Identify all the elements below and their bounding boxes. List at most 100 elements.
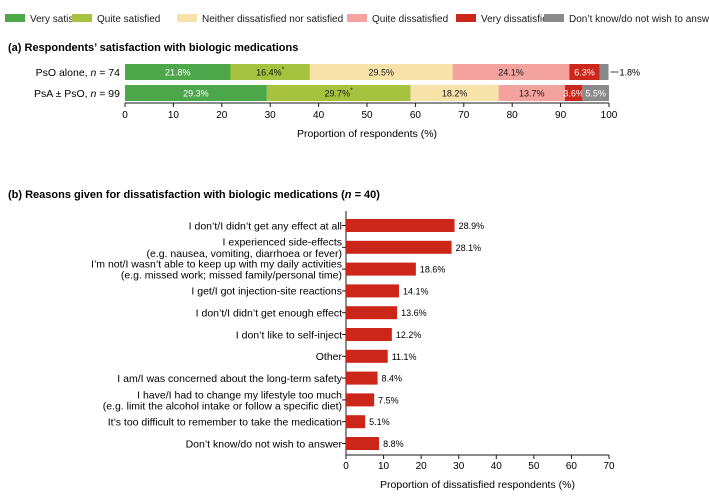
bar — [346, 415, 366, 429]
data-label: 8.8% — [383, 439, 404, 449]
bar — [346, 437, 380, 450]
legend-swatch — [544, 14, 564, 22]
category-label: I get/I got injection-site reactions — [191, 286, 342, 298]
category-label: I experienced side-effects — [223, 237, 342, 249]
data-label: 5.5% — [585, 89, 606, 99]
category-label: I’m not/I wasn’t able to keep up with my… — [91, 259, 342, 271]
legend-swatch — [177, 14, 197, 22]
data-label: 14.1% — [403, 286, 429, 296]
data-label: 29.3% — [183, 89, 209, 99]
bar — [346, 306, 398, 320]
data-label: 13.7% — [519, 89, 545, 99]
x-tick-label: 100 — [601, 110, 618, 121]
bar — [346, 284, 399, 298]
x-tick-label: 70 — [458, 110, 470, 121]
x-tick-label: 50 — [361, 110, 373, 121]
category-label: PsO alone, n = 74 — [36, 67, 121, 79]
category-label: I don’t like to self-inject — [236, 329, 342, 341]
data-label: 18.2% — [442, 89, 468, 99]
stacked-bar-segment — [125, 64, 231, 80]
x-tick-label: 20 — [416, 461, 428, 472]
data-label: 7.5% — [378, 395, 399, 405]
x-tick-label: 70 — [603, 461, 615, 472]
category-label: It’s too difficult to remember to take t… — [108, 417, 342, 429]
stacked-bar-segment — [230, 64, 310, 80]
category-label: I don’t/I didn’t get enough effect — [196, 308, 342, 320]
stacked-bar-segment — [569, 64, 600, 80]
x-tick-label: 80 — [507, 110, 519, 121]
data-label: 5.1% — [369, 417, 390, 427]
stacked-bar-segment — [410, 85, 499, 101]
data-label: 16.4%* — [256, 67, 285, 78]
category-label: (e.g. nausea, vomiting, diarrhoea or fev… — [146, 248, 342, 260]
legend-label: Very dissatisfied — [481, 14, 553, 25]
panel-a-title: (a) Respondents’ satisfaction with biolo… — [8, 42, 298, 54]
stacked-bar-segment — [582, 85, 609, 101]
data-label: 21.8% — [165, 68, 191, 78]
data-label: 24.1% — [498, 68, 524, 78]
data-label: 28.1% — [456, 243, 482, 253]
bar — [346, 219, 455, 232]
bar — [346, 240, 452, 254]
stacked-bar-segment — [498, 85, 565, 101]
x-axis-title: Proportion of dissatisfied respondents (… — [380, 479, 575, 491]
x-tick-label: 0 — [343, 461, 349, 472]
category-label: PsA ± PsO, n = 99 — [34, 88, 120, 100]
legend-swatch — [456, 14, 476, 22]
x-tick-label: 50 — [528, 461, 540, 472]
data-label: 8.4% — [382, 374, 403, 384]
stacked-bar-segment — [452, 64, 570, 80]
category-label: (e.g. missed work; missed family/persona… — [121, 270, 342, 282]
x-tick-label: 10 — [378, 461, 390, 472]
x-tick-label: 60 — [566, 461, 578, 472]
category-label: Other — [316, 351, 343, 363]
panel-b-title: (b) Reasons given for dissatisfaction wi… — [8, 189, 380, 201]
data-label: 28.9% — [459, 221, 485, 231]
category-label: (e.g. limit the alcohol intake or follow… — [103, 401, 342, 413]
data-label: 29.7%* — [325, 88, 354, 99]
legend-label: Quite dissatisfied — [372, 14, 448, 25]
data-label: 13.6% — [401, 308, 427, 318]
x-tick-label: 30 — [265, 110, 277, 121]
legend-label: Don’t know/do not wish to answer — [569, 14, 709, 25]
stacked-bar-segment — [599, 64, 609, 80]
x-axis-title: Proportion of respondents (%) — [297, 128, 437, 140]
data-label: 12.2% — [396, 330, 422, 340]
legend-swatch — [347, 14, 367, 22]
bar — [346, 371, 378, 385]
legend-label: Neither dissatisfied nor satisfied — [202, 14, 343, 25]
bar — [346, 393, 375, 407]
panel-a: (a) Respondents’ satisfaction with biolo… — [8, 42, 640, 140]
data-label: 3.6% — [563, 89, 584, 99]
stacked-bar-segment — [266, 85, 411, 101]
stacked-bar-segment — [125, 85, 267, 101]
data-label: 6.3% — [574, 68, 595, 78]
category-label: I have/I had to change my lifestyle too … — [137, 389, 342, 401]
legend-swatch — [72, 14, 92, 22]
category-label: I am/I was concerned about the long-term… — [117, 373, 342, 385]
x-tick-label: 60 — [410, 110, 422, 121]
x-tick-label: 40 — [491, 461, 503, 472]
legend: Very satisfied Quite satisfied Neither dis… — [5, 14, 709, 25]
stacked-bar-segment — [309, 64, 453, 80]
x-tick-label: 10 — [168, 110, 180, 121]
stacked-bar-segment — [564, 85, 583, 101]
x-tick-label: 90 — [555, 110, 567, 121]
legend-swatch — [5, 14, 25, 22]
data-label: 29.5% — [369, 68, 395, 78]
data-label: 1.8% — [620, 68, 641, 78]
legend-label: Very satisfied — [30, 14, 89, 25]
x-tick-label: 40 — [313, 110, 325, 121]
data-label: 18.6% — [420, 265, 446, 275]
x-tick-label: 0 — [122, 110, 128, 121]
x-tick-label: 20 — [216, 110, 228, 121]
bar — [346, 328, 392, 341]
bar — [346, 349, 388, 363]
legend-label: Quite satisfied — [97, 14, 160, 25]
category-label: I don’t/I didn’t get any effect at all — [189, 220, 342, 232]
x-tick-label: 30 — [453, 461, 465, 472]
data-label: 11.1% — [392, 352, 417, 362]
category-label: Don’t know/do not wish to answer — [186, 438, 343, 450]
panel-b: (b) Reasons given for dissatisfaction wi… — [8, 189, 615, 491]
